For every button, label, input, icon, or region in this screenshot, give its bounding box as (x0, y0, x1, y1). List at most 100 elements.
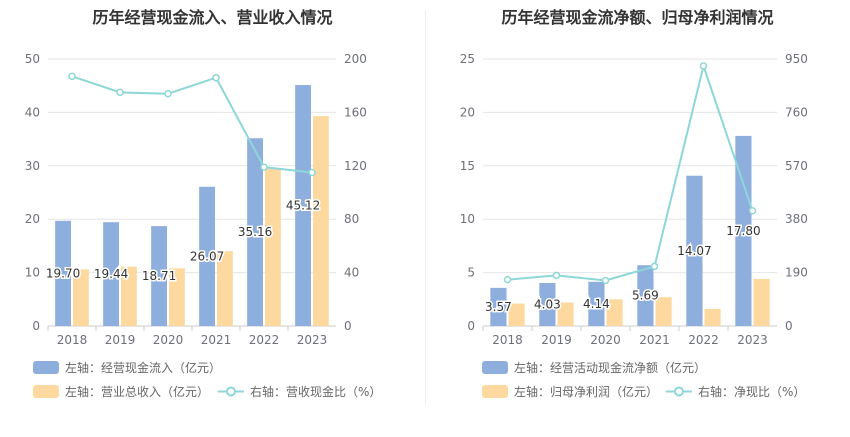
legend-swatch (33, 361, 59, 374)
y-left-tick-label: 25 (460, 52, 475, 66)
data-label: 14.07 (677, 244, 711, 258)
bar (490, 287, 507, 326)
bar (735, 135, 752, 326)
bar (588, 281, 605, 326)
legend-label: 左轴：归母净利润（亿元） (514, 385, 659, 399)
legend-label: 左轴：经营活动现金流净额（亿元） (514, 361, 707, 375)
line-point (260, 163, 268, 171)
line-point (68, 72, 76, 81)
bar (606, 299, 623, 326)
chart-plot-area: 0 10 20 30 40 50 0 40 80 120 160 200 2018 2019 2020 202… (25, 52, 367, 347)
y-left-tick-label: 15 (460, 159, 475, 173)
data-label: 5.69 (632, 289, 659, 303)
bar (73, 269, 89, 326)
line-point (748, 207, 757, 215)
y-right-tick-label: 570 (785, 159, 808, 173)
legend-swatch (482, 361, 508, 374)
bar (121, 266, 137, 326)
legend-swatch (482, 385, 508, 398)
y-left-tick-label: 0 (32, 319, 40, 333)
legend-item-ratio[interactable]: 右轴：营收现金比（%） (218, 383, 381, 400)
y-left-tick-label: 10 (25, 266, 40, 280)
x-tick-label: 2020 (153, 333, 184, 347)
data-label: 17.80 (726, 224, 760, 238)
data-label: 19.44 (94, 267, 128, 281)
y-left-tick-label: 5 (467, 266, 475, 280)
line-point (601, 276, 610, 285)
data-label: 4.14 (583, 297, 610, 311)
bar (686, 175, 703, 326)
bar (265, 167, 281, 326)
legend-label: 左轴：营业总收入（亿元） (65, 385, 210, 399)
bar (55, 220, 71, 326)
line-point (650, 262, 659, 271)
line-point (503, 275, 512, 284)
bar (247, 138, 263, 326)
y-right-tick-label: 40 (344, 266, 359, 280)
x-tick-label: 2023 (737, 333, 768, 347)
line-point (699, 62, 708, 70)
legend-label: 右轴：营收现金比（%） (250, 385, 382, 399)
y-right-tick-label: 760 (785, 105, 808, 119)
chart-panel-right: 历年经营现金流净额、归母净利润情况 0 5 10 15 20 25 0 190 380 570 76… (425, 0, 850, 437)
bar (539, 282, 556, 326)
bar (637, 265, 654, 326)
bar (169, 268, 185, 326)
x-tick-label: 2019 (105, 333, 136, 347)
x-tick-label: 2018 (492, 333, 523, 347)
legend-item-net-ratio[interactable]: 右轴：净现比（%） (666, 383, 805, 400)
data-label: 35.16 (238, 225, 272, 239)
data-label: 26.07 (190, 249, 224, 263)
x-tick-label: 2019 (541, 333, 572, 347)
legend-line-swatch (666, 386, 692, 397)
bar (199, 186, 215, 326)
bar (151, 226, 167, 326)
y-right-tick-label: 0 (785, 319, 793, 333)
legend-label: 左轴：经营现金流入（亿元） (65, 361, 222, 375)
bar (217, 251, 233, 326)
bar (753, 279, 770, 326)
y-left-tick-label: 30 (25, 159, 40, 173)
bar (103, 222, 119, 326)
legend-item-revenue[interactable]: 左轴：营业总收入（亿元） (33, 383, 209, 400)
y-right-tick-label: 160 (344, 105, 367, 119)
bar (295, 85, 311, 326)
bar (313, 116, 329, 326)
chart-panel-left: 历年经营现金流入、营业收入情况 0 10 20 30 40 50 0 40 80 120 160 20… (25, 8, 382, 400)
x-tick-label: 2022 (688, 333, 719, 347)
chart-title: 历年经营现金流净额、归母净利润情况 (501, 8, 774, 27)
legend-item-cash-inflow[interactable]: 左轴：经营现金流入（亿元） (33, 359, 221, 376)
x-tick-label: 2023 (297, 333, 328, 347)
line-point (212, 73, 220, 82)
data-label: 3.57 (485, 300, 512, 314)
line-point (164, 89, 172, 98)
data-label: 4.03 (534, 297, 561, 311)
y-left-tick-label: 50 (25, 52, 40, 66)
x-tick-label: 2018 (57, 333, 88, 347)
data-label: 19.70 (46, 266, 80, 280)
y-right-tick-label: 950 (785, 52, 808, 66)
legend-item-net-cash[interactable]: 左轴：经营活动现金流净额（亿元） (482, 359, 706, 376)
y-right-tick-label: 190 (785, 266, 808, 280)
data-label: 45.12 (286, 199, 320, 213)
y-right-tick-label: 120 (344, 159, 367, 173)
bar (655, 297, 672, 326)
legend-item-net-profit[interactable]: 左轴：归母净利润（亿元） (482, 383, 658, 400)
series-line (71, 75, 313, 174)
y-right-tick-label: 0 (344, 319, 352, 333)
chart-title: 历年经营现金流入、营业收入情况 (92, 8, 333, 27)
chart-plot-area: 0 5 10 15 20 25 0 190 380 570 760 950 2018 2019 2020 20… (460, 52, 808, 347)
series-line (507, 62, 754, 282)
legend-line-swatch (218, 386, 244, 397)
line-point (308, 168, 316, 177)
y-right-tick-label: 80 (344, 212, 359, 226)
x-tick-label: 2022 (249, 333, 280, 347)
y-right-tick-label: 380 (785, 212, 808, 226)
y-right-tick-label: 200 (344, 52, 367, 66)
x-tick-label: 2021 (639, 333, 670, 347)
legend-label: 右轴：净现比（%） (698, 385, 806, 399)
x-tick-label: 2020 (590, 333, 621, 347)
y-left-tick-label: 20 (25, 212, 40, 226)
line-point (116, 88, 124, 97)
y-left-tick-label: 0 (467, 319, 475, 333)
